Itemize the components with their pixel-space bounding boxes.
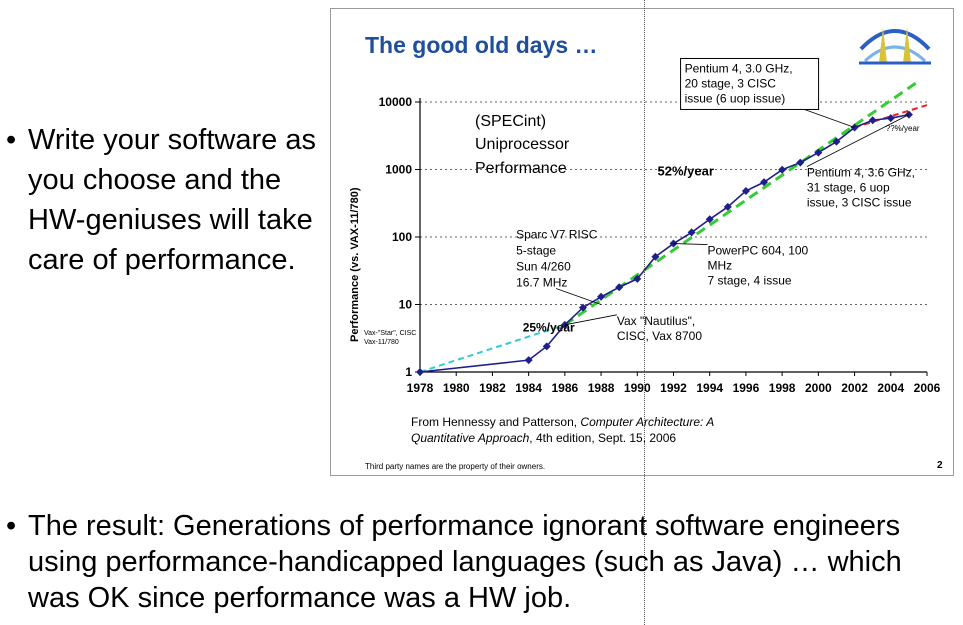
x-tick-label: 1998 <box>769 381 796 395</box>
x-tick-label: 1984 <box>515 381 542 395</box>
annotation-text: 20 stage, 3 CISC <box>685 76 777 90</box>
annotation-leader <box>564 314 617 326</box>
bullet-item-1: • Write your software as you choose and … <box>6 120 326 280</box>
citation-title-2: Quantitative Approach <box>411 431 530 445</box>
svg-text:Quantitative Approach, 4th edi: Quantitative Approach, 4th edition, Sept… <box>411 431 676 445</box>
annotation-text: Vax-"Star", CISC <box>364 330 416 337</box>
annotation-text: 52%/year <box>658 164 714 179</box>
x-tick-label: 1978 <box>407 381 434 395</box>
annotation-text: Sun 4/260 <box>516 260 571 274</box>
slide-graphic: The good old days … Performance (vs. VAX… <box>349 27 943 471</box>
inset-title: (SPECint) Uniprocessor Performance <box>475 113 570 177</box>
citation: From Hennessy and Patterson, Computer Ar… <box>411 415 714 445</box>
slide-title: The good old days … <box>365 32 598 58</box>
x-tick-label: 1994 <box>696 381 723 395</box>
x-tick-label: 2004 <box>877 381 904 395</box>
annotation-leader <box>804 109 855 128</box>
data-point <box>723 202 732 211</box>
ylabel: Performance (vs. VAX-11/780) <box>349 187 361 342</box>
x-tick-label: 2002 <box>841 381 868 395</box>
inset-line-2: Uniprocessor <box>475 136 570 153</box>
annotation-text: Vax "Nautilus", <box>617 314 695 328</box>
y-tick-label: 1 <box>405 365 412 379</box>
data-point <box>687 228 696 237</box>
inset-line-1: (SPECint) <box>475 113 546 130</box>
plot-area: 1 10 100 1000 10000 1978 1980 1982 1984 1986 1988 1… <box>364 57 941 395</box>
annotation-text: Vax-11/780 <box>364 339 399 346</box>
data-point <box>633 274 642 283</box>
trend-line-1 <box>419 323 566 373</box>
bullet-marker: • <box>6 124 17 156</box>
data-point <box>651 252 660 261</box>
bullet-marker: • <box>6 510 17 542</box>
bullet-text-2: The result: Generations of performance i… <box>28 510 902 614</box>
embedded-slide: The good old days … Performance (vs. VAX… <box>330 8 954 476</box>
data-point <box>542 342 551 351</box>
annotation-text: ??%/year <box>886 124 920 133</box>
citation-prefix: From Hennessy and Patterson, <box>411 415 580 429</box>
y-tick-label: 100 <box>392 230 412 244</box>
vertical-divider <box>644 0 645 625</box>
x-tick-label: 1988 <box>588 381 615 395</box>
annotation-text: CISC, Vax 8700 <box>617 329 702 343</box>
data-point <box>796 158 805 167</box>
data-point <box>578 303 587 312</box>
x-tick-label: 1980 <box>443 381 470 395</box>
annotation-leader <box>555 288 602 305</box>
data-point <box>886 114 895 123</box>
svg-text:From Hennessy and Patterson, C: From Hennessy and Patterson, Computer Ar… <box>411 415 714 429</box>
data-point <box>597 292 606 301</box>
y-tick-label: 10 <box>399 298 413 312</box>
annotation-leader <box>806 114 910 167</box>
annotation-text: 31 stage, 6 uop <box>807 181 890 195</box>
inset-line-3: Performance <box>475 160 567 177</box>
annotation-text: Sparc V7 RISC <box>516 228 598 242</box>
bullet-item-2: • The result: Generations of performance… <box>6 508 956 616</box>
annotation-leader <box>673 243 708 245</box>
bridge-logo-icon <box>859 27 931 65</box>
annotation-text: issue, 3 CISC issue <box>807 196 912 210</box>
data-point <box>868 116 877 125</box>
annotation-text: MHz <box>708 259 733 273</box>
annotation-text: issue (6 uop issue) <box>685 91 786 105</box>
annotation-text: PowerPC 604, 100 <box>708 244 809 258</box>
annotation-text: Pentium 4, 3.6 GHz, <box>807 166 915 180</box>
data-point <box>778 165 787 174</box>
annotation-text: Pentium 4, 3.0 GHz, <box>685 61 793 75</box>
slide-footer: Third party names are the property of th… <box>365 462 545 471</box>
bullet-text-1: Write your software as you choose and th… <box>28 124 316 276</box>
annotation-text: 16.7 MHz <box>516 276 567 290</box>
y-tick-label: 1000 <box>385 163 412 177</box>
annotation-text: 7 stage, 4 issue <box>708 274 792 288</box>
x-tick-label: 1990 <box>624 381 651 395</box>
x-tick-label: 2006 <box>914 381 941 395</box>
slide-page-number: 2 <box>937 460 943 471</box>
x-tick-label: 2000 <box>805 381 832 395</box>
data-point <box>615 283 624 292</box>
data-point <box>524 356 533 365</box>
annotation-text: 25%/year <box>523 320 575 334</box>
trend-line-3 <box>854 104 928 129</box>
x-tick-label: 1986 <box>552 381 579 395</box>
citation-suffix: , 4th edition, Sept. 15, 2006 <box>529 431 676 445</box>
data-point <box>741 186 750 195</box>
data-point <box>760 178 769 187</box>
x-tick-label: 1982 <box>479 381 506 395</box>
annotation-text: 5-stage <box>516 244 556 258</box>
data-point <box>705 215 714 224</box>
data-point <box>814 148 823 157</box>
data-point <box>832 137 841 146</box>
data-point <box>416 368 424 376</box>
x-tick-label: 1992 <box>660 381 687 395</box>
x-tick-label: 1996 <box>733 381 760 395</box>
annotation-box <box>680 57 820 110</box>
y-tick-label: 10000 <box>379 95 413 109</box>
citation-title-1: Computer Architecture: A <box>580 415 714 429</box>
